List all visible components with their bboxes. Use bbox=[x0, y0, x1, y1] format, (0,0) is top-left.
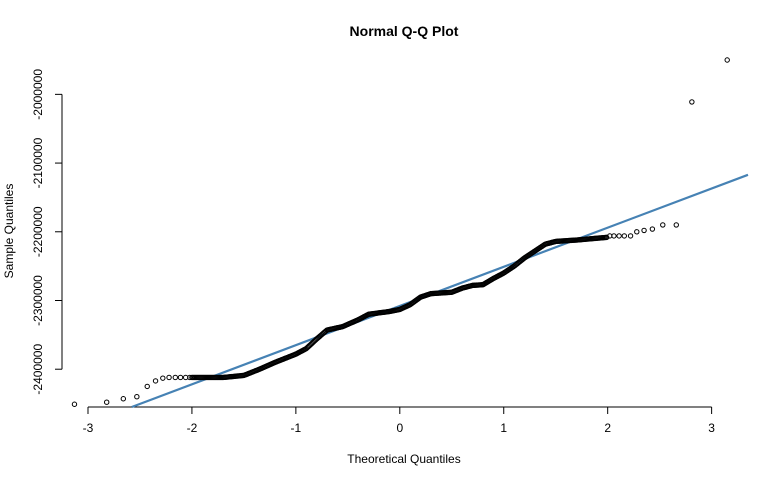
data-point bbox=[103, 399, 110, 405]
x-tick-label: 1 bbox=[500, 421, 507, 435]
data-point bbox=[160, 375, 166, 381]
data-point bbox=[120, 396, 127, 402]
x-tick-label: 2 bbox=[604, 421, 611, 435]
data-point bbox=[144, 383, 150, 390]
data-points bbox=[71, 57, 730, 407]
x-tick-label: 3 bbox=[708, 421, 715, 435]
x-tick-label: 0 bbox=[396, 421, 403, 435]
data-point bbox=[673, 222, 679, 228]
data-point bbox=[627, 233, 634, 239]
data-point bbox=[134, 393, 140, 400]
x-tick-label: -1 bbox=[291, 421, 302, 435]
y-axis-label: Sample Quantiles bbox=[2, 184, 16, 279]
y-tick-label: -2000000 bbox=[31, 69, 45, 120]
x-axis-label: Theoretical Quantiles bbox=[347, 452, 460, 466]
data-point bbox=[724, 57, 730, 63]
data-point bbox=[660, 222, 666, 228]
data-point bbox=[616, 233, 622, 239]
chart-title: Normal Q-Q Plot bbox=[350, 23, 459, 39]
data-point bbox=[172, 374, 178, 381]
y-tick-label: -2200000 bbox=[31, 206, 45, 257]
y-tick-label: -2400000 bbox=[31, 344, 45, 395]
data-point bbox=[177, 374, 184, 381]
data-point bbox=[71, 401, 78, 407]
x-tick-label: -2 bbox=[187, 421, 198, 435]
data-point bbox=[649, 226, 656, 232]
y-tick-label: -2100000 bbox=[31, 137, 45, 188]
data-point bbox=[603, 234, 610, 241]
data-point bbox=[166, 374, 172, 381]
axes: -3 -2 -1 0 1 2 3 -2400000 -2300000 -2200000 -21000… bbox=[31, 69, 715, 435]
data-point bbox=[641, 227, 647, 234]
data-point bbox=[621, 233, 628, 239]
data-point bbox=[634, 229, 640, 235]
data-point bbox=[152, 378, 159, 384]
x-tick-label: -3 bbox=[83, 421, 94, 435]
y-tick-label: -2300000 bbox=[31, 275, 45, 326]
data-point bbox=[689, 99, 695, 105]
data-point bbox=[611, 233, 617, 239]
